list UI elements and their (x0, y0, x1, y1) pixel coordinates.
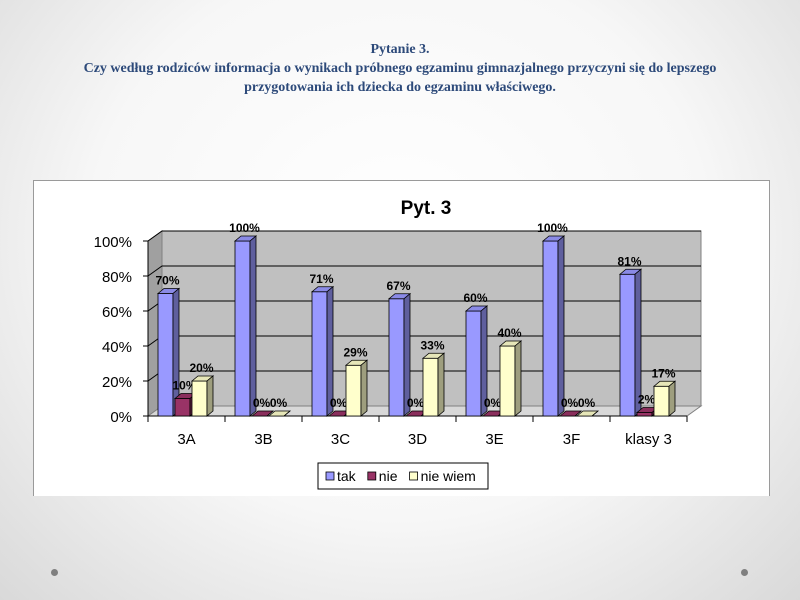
bar-side (557, 235, 565, 417)
bar-tak (388, 298, 405, 417)
bullet-dot-left (51, 569, 58, 576)
bar-nie-wiem (345, 364, 362, 417)
legend-label: tak (337, 468, 357, 484)
bar-side (360, 359, 368, 417)
data-label: 20% (189, 361, 213, 375)
y-tick-label: 0% (110, 409, 132, 426)
bar-side (591, 410, 599, 417)
data-label: 0% (561, 396, 579, 410)
chart-title: Pyt. 3 (401, 198, 452, 219)
y-tick-label: 60% (102, 304, 132, 321)
data-label: 0% (253, 396, 271, 410)
title-line-1: Pytanie 3. (370, 42, 430, 57)
data-label: 67% (386, 279, 410, 293)
bar-tak (311, 291, 328, 417)
bar-nie-wiem (191, 380, 208, 417)
data-label: 100% (229, 221, 260, 235)
y-tick-label: 20% (102, 374, 132, 391)
bar-tak (234, 240, 251, 417)
data-label: 70% (155, 274, 179, 288)
data-label: 81% (617, 254, 641, 268)
data-label: 2% (638, 393, 656, 407)
title-line-2: Czy według rodziców informacja o wynikac… (83, 61, 717, 76)
x-tick-label: 3C (331, 431, 350, 448)
data-label: 100% (537, 221, 568, 235)
legend-swatch (367, 471, 377, 481)
bar-side (480, 305, 488, 417)
x-tick-label: 3E (485, 431, 503, 448)
legend-swatch (325, 471, 335, 481)
x-tick-label: 3D (408, 431, 427, 448)
data-label: 0% (484, 396, 502, 410)
y-tick-label: 100% (94, 234, 132, 251)
y-tick-label: 80% (102, 269, 132, 286)
title-line-3: przygotowania ich dziecka do egzaminu wł… (244, 80, 556, 95)
data-label: 40% (497, 326, 521, 340)
y-tick-label: 40% (102, 339, 132, 356)
data-label: 17% (651, 366, 675, 380)
bullet-dot-right (741, 569, 748, 576)
legend-swatch (409, 471, 419, 481)
bar-chart: 0% 20% 40% 60% 80% 100% 3A 3B 3C 3D 3E 3F klasy 3 70%… (94, 198, 703, 490)
gridline (147, 265, 701, 277)
x-tick-label: klasy 3 (625, 431, 672, 448)
legend-label: nie wiem (421, 468, 476, 484)
bar-side (514, 340, 522, 417)
data-label: 33% (420, 338, 444, 352)
data-label: 0% (407, 396, 425, 410)
data-label: 0% (578, 396, 596, 410)
bar-tak (619, 273, 636, 417)
data-label: 10% (172, 379, 196, 393)
legend-box (317, 462, 489, 490)
legend-label: nie (379, 468, 398, 484)
x-tick-label: 3B (254, 431, 272, 448)
data-label: 60% (463, 291, 487, 305)
x-tick-label: 3F (563, 431, 581, 448)
gridline (147, 230, 701, 242)
bar-side (574, 410, 582, 417)
bar-side (283, 410, 291, 417)
data-label: 0% (270, 396, 288, 410)
x-tick-label: 3A (177, 431, 195, 448)
data-label: 71% (309, 272, 333, 286)
bar-tak (542, 240, 559, 417)
data-label: 29% (343, 345, 367, 359)
bar-side (403, 292, 411, 417)
bar-side (266, 410, 274, 417)
bar-nie-wiem (422, 357, 439, 417)
bar-nie (174, 398, 191, 417)
bar-tak (157, 293, 174, 417)
bar-nie-wiem (653, 385, 670, 417)
bar-side (326, 285, 334, 417)
data-label: 0% (330, 396, 348, 410)
bar-side (668, 380, 676, 417)
bar-tak (465, 310, 482, 417)
bar-side (206, 375, 214, 417)
bar-side (249, 235, 257, 417)
chart-container: 0% 20% 40% 60% 80% 100% 3A 3B 3C 3D 3E 3F klasy 3 70%… (33, 180, 770, 496)
bar-nie-wiem (499, 345, 516, 417)
bar-nie (636, 412, 653, 417)
bar-side (437, 352, 445, 417)
slide-title: Pytanie 3. Czy według rodziców informacj… (10, 40, 790, 97)
